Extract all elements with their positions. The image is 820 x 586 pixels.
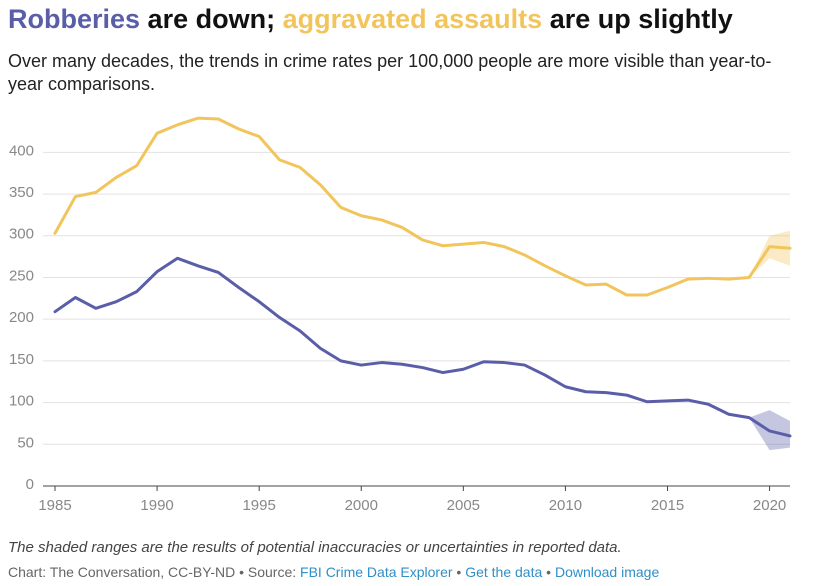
chart: 0 50 100 150 200 250 300 350 400 1985 1990 1995 2000… — [9, 116, 792, 514]
x-tick-label: 2020 — [753, 497, 786, 514]
footer-text: • — [542, 564, 555, 580]
footer-text: Chart: The Conversation, CC-BY-ND • Sour… — [8, 564, 301, 580]
x-tick-label: 1990 — [140, 497, 173, 514]
y-tick-label: 50 — [17, 434, 34, 451]
title-part: are up slightly — [542, 4, 733, 34]
title-part: Robberies — [8, 4, 141, 34]
y-tick-label: 0 — [26, 476, 34, 493]
footer-link[interactable]: Get the data — [465, 564, 543, 580]
x-tick-label: 1995 — [242, 497, 275, 514]
chart-title: Robberies are down; aggravated assaults … — [8, 4, 733, 35]
chart-subtitle: Over many decades, the trends in crime r… — [8, 51, 772, 94]
x-tick-label: 2000 — [345, 497, 378, 514]
uncertainty-band — [749, 230, 790, 278]
y-tick-label: 250 — [9, 267, 34, 284]
y-tick-label: 400 — [9, 142, 34, 159]
series-line — [53, 116, 792, 297]
x-tick-label: 1985 — [38, 497, 71, 514]
y-tick-label: 100 — [9, 393, 34, 410]
title-part: are down; — [140, 4, 283, 34]
y-tick-label: 150 — [9, 351, 34, 368]
x-tick-label: 2010 — [549, 497, 582, 514]
y-tick-label: 300 — [9, 226, 34, 243]
y-tick-label: 350 — [9, 184, 34, 201]
footer-link[interactable]: FBI Crime Data Explorer — [300, 564, 453, 580]
y-tick-label: 200 — [9, 309, 34, 326]
x-tick-label: 2015 — [651, 497, 684, 514]
chart-footer: Chart: The Conversation, CC-BY-ND • Sour… — [8, 564, 659, 580]
chart-note: The shaded ranges are the results of pot… — [8, 539, 622, 556]
series-line — [53, 256, 792, 438]
title-part: aggravated assaults — [282, 4, 543, 34]
footer-link[interactable]: Download image — [554, 564, 660, 580]
footer-text: • — [452, 564, 466, 580]
x-tick-label: 2005 — [447, 497, 480, 514]
